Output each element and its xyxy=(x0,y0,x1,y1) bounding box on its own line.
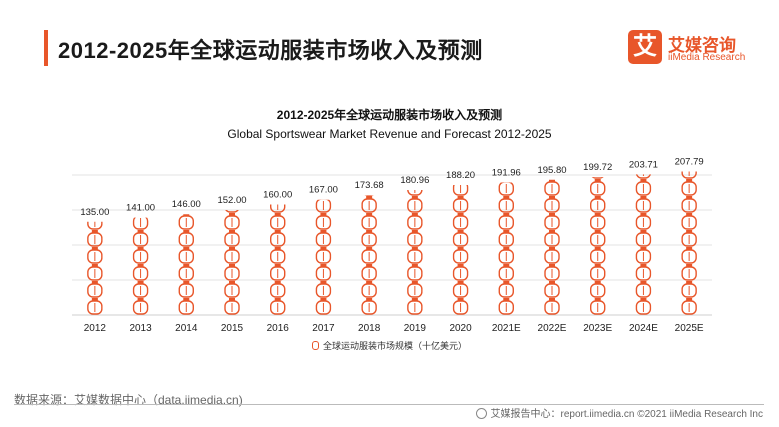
footer-copyright-text: 艾媒报告中心：report.iimedia.cn ©2021 iiMedia R… xyxy=(490,409,763,420)
x-tick-label: 2021E xyxy=(492,323,521,334)
data-label: 191.96 xyxy=(492,167,521,178)
chart-legend: 全球运动服装市场规模（十亿美元） xyxy=(0,339,779,352)
x-tick-label: 2017 xyxy=(312,323,335,334)
x-tick-label: 2019 xyxy=(404,323,427,334)
brand-name-en: iiMedia Research xyxy=(668,52,746,63)
data-label: 135.00 xyxy=(80,207,109,218)
brand-logo: 艾 艾媒咨询 iiMedia Research xyxy=(628,30,768,66)
page-title: 2012-2025年全球运动服装市场收入及预测 xyxy=(58,38,483,63)
data-label: 160.00 xyxy=(263,190,292,201)
bar xyxy=(270,204,286,315)
data-label: 173.68 xyxy=(355,180,384,191)
x-tick-label: 2020 xyxy=(449,323,472,334)
footer-copyright: 艾媒报告中心：report.iimedia.cn ©2021 iiMedia R… xyxy=(475,405,763,420)
bar xyxy=(315,199,332,315)
bar xyxy=(407,190,423,315)
bar xyxy=(681,171,697,315)
data-label: 146.00 xyxy=(172,199,201,210)
x-tick-label: 2016 xyxy=(267,323,290,334)
x-tick-label: 2014 xyxy=(175,323,198,334)
bar xyxy=(132,217,149,315)
chart-subtitle: Global Sportswear Market Revenue and For… xyxy=(227,127,552,141)
bar xyxy=(590,177,606,315)
bar xyxy=(178,214,194,315)
report-center-icon xyxy=(475,408,487,419)
legend-swatch-icon xyxy=(311,341,319,350)
x-tick-label: 2018 xyxy=(358,323,381,334)
x-tick-label: 2015 xyxy=(221,323,244,334)
bar xyxy=(635,174,652,315)
data-label: 199.72 xyxy=(583,162,612,173)
brand-badge-icon: 艾 xyxy=(628,30,662,64)
x-tick-label: 2022E xyxy=(538,323,567,334)
bar xyxy=(224,210,240,315)
data-label: 141.00 xyxy=(126,203,155,214)
title-accent-bar xyxy=(44,30,48,66)
x-tick-label: 2013 xyxy=(129,323,152,334)
x-tick-label: 2023E xyxy=(583,323,612,334)
footer-divider xyxy=(14,404,764,405)
data-source: 数据来源：艾媒数据中心（data.iimedia.cn) xyxy=(14,393,243,407)
bar xyxy=(498,182,514,315)
bar xyxy=(361,195,377,315)
data-label: 180.96 xyxy=(400,175,429,186)
data-label: 203.71 xyxy=(629,159,658,170)
chart-title: 2012-2025年全球运动服装市场收入及预测 xyxy=(276,108,503,122)
x-tick-label: 2025E xyxy=(675,323,704,334)
x-tick-label: 2024E xyxy=(629,323,658,334)
brand-name-cn: 艾媒咨询 xyxy=(668,36,736,55)
bar xyxy=(87,221,103,315)
legend-label: 全球运动服装市场规模（十亿美元） xyxy=(322,341,467,351)
x-tick-label: 2012 xyxy=(84,323,107,334)
bar xyxy=(452,185,469,315)
data-label: 195.80 xyxy=(537,165,566,176)
bar xyxy=(544,179,560,315)
data-label: 167.00 xyxy=(309,185,338,196)
data-label: 207.79 xyxy=(675,157,704,168)
data-label: 152.00 xyxy=(217,195,246,206)
data-label: 188.20 xyxy=(446,170,475,181)
